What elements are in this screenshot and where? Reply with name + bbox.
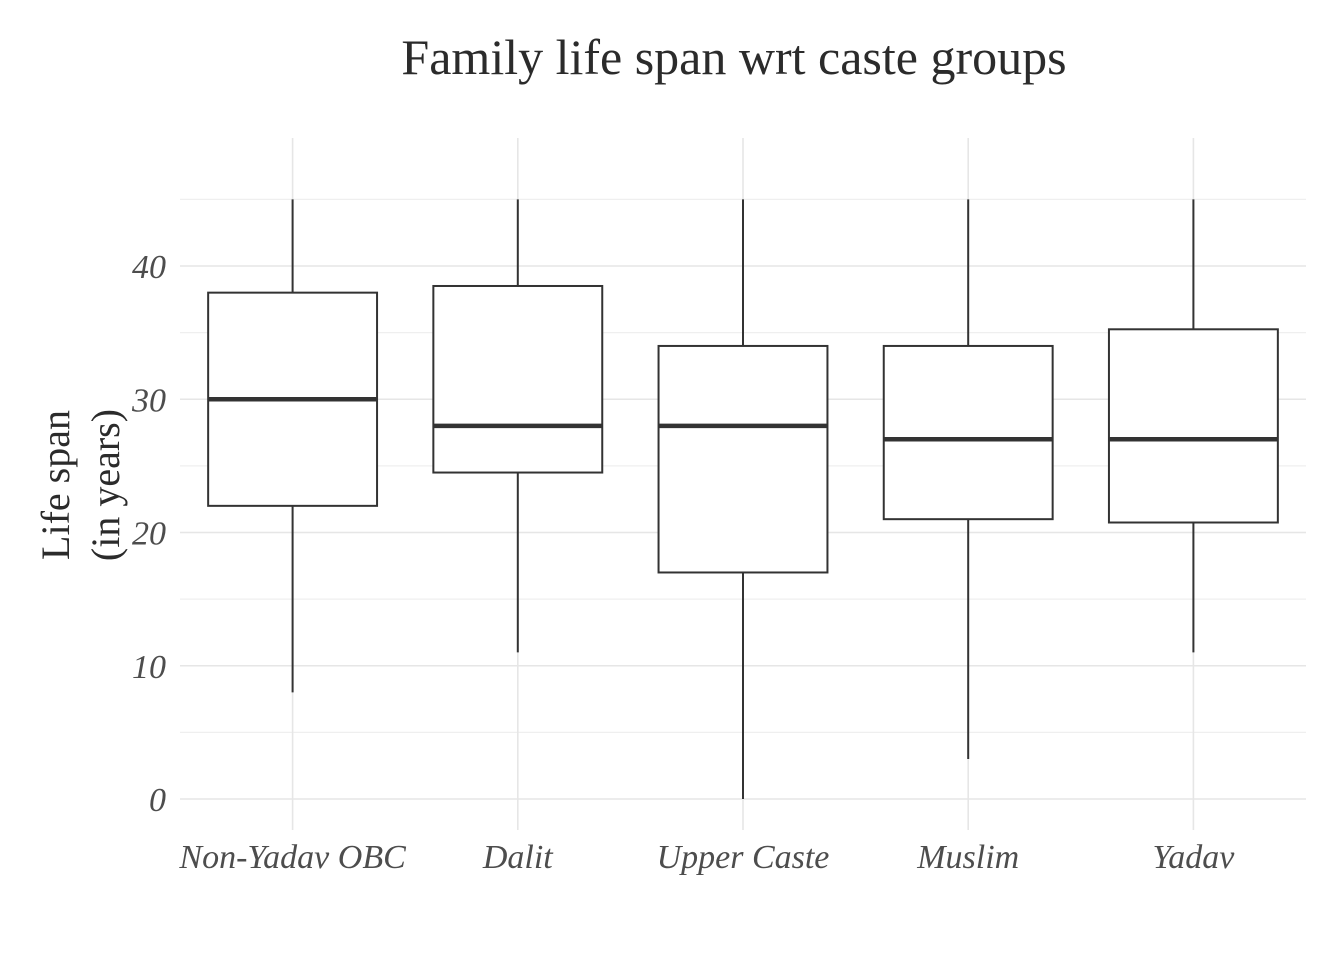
y-axis-label-line-2: (in years) xyxy=(83,409,128,561)
x-tick-label: Yadav xyxy=(1152,839,1235,876)
box-group xyxy=(1107,199,1279,653)
iqr-box xyxy=(657,344,829,574)
x-tick-label: Upper Caste xyxy=(657,839,830,876)
box-group xyxy=(432,199,604,653)
chart-title: Family life span wrt caste groups xyxy=(401,29,1066,85)
x-tick-label: Dalit xyxy=(482,839,554,876)
iqr-box xyxy=(1107,328,1279,524)
y-axis-label: Life span (in years) xyxy=(33,409,128,561)
iqr-box xyxy=(882,344,1054,521)
x-tick-label: Non-Yadav OBC xyxy=(178,839,406,876)
x-tick-label: Muslim xyxy=(916,839,1019,876)
y-tick-label: 40 xyxy=(132,249,166,286)
box-group xyxy=(657,199,829,799)
iqr-box xyxy=(432,284,604,474)
y-tick-label: 20 xyxy=(132,516,166,553)
y-tick-label: 10 xyxy=(132,649,166,686)
tick-labels: 0 10 20 30 40 Non-Yadav OBC Dalit Upper Caste Mu… xyxy=(131,249,1235,876)
box-group xyxy=(207,199,379,693)
box-group xyxy=(882,199,1054,760)
y-tick-label: 30 xyxy=(131,382,166,419)
y-axis-label-line-1: Life span xyxy=(33,410,78,560)
y-tick-label: 0 xyxy=(149,782,166,819)
boxes xyxy=(207,199,1279,799)
